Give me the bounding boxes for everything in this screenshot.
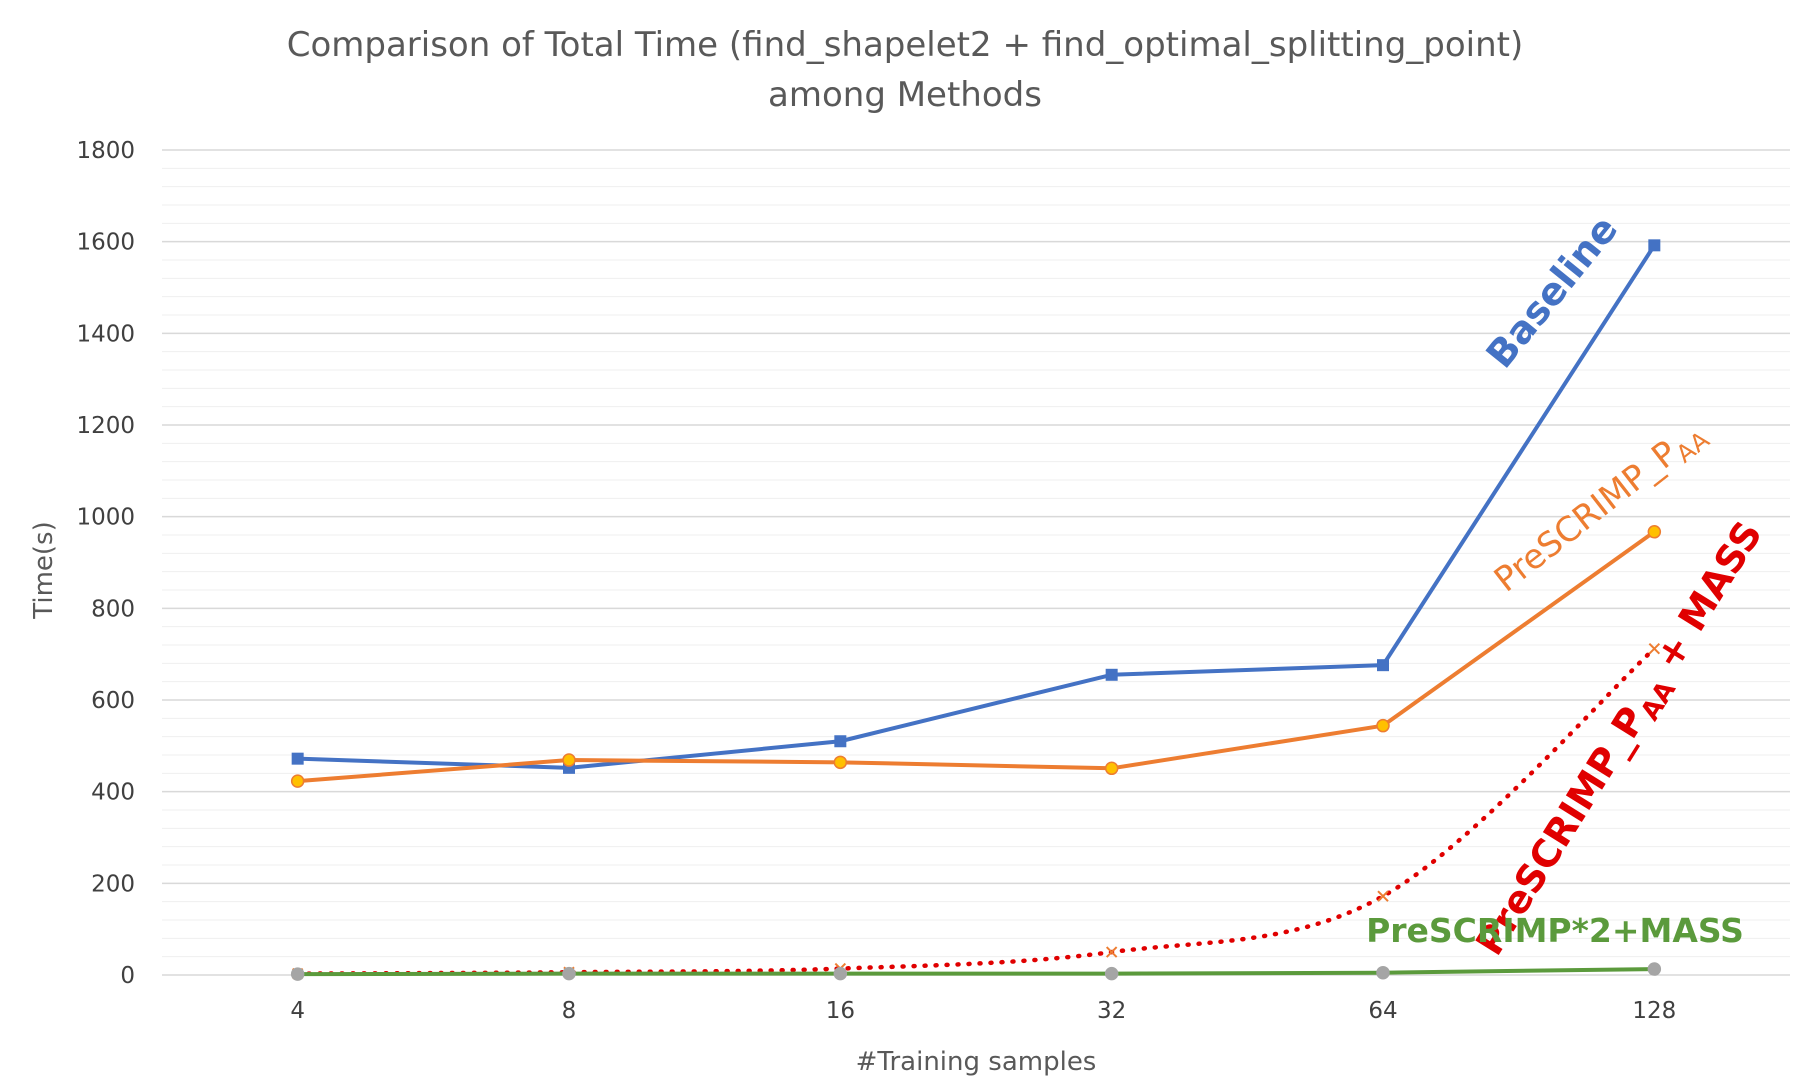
y-tick-label: 600 — [91, 688, 135, 714]
baseline-series-label: Baseline — [1478, 207, 1627, 376]
data-point — [1104, 761, 1119, 776]
x-axis-label: #Training samples — [856, 1047, 1097, 1077]
y-tick-label: 1400 — [76, 321, 135, 347]
paa-mass-series-label-tail: + MASS — [1639, 513, 1771, 688]
data-point — [833, 755, 848, 770]
x-axis-ticks: 4 8 16 32 64 128 — [290, 998, 1676, 1024]
x-tick-label: 128 — [1632, 998, 1676, 1024]
series-layer — [290, 239, 1662, 981]
y-axis-ticks: 0 200 400 600 800 1000 1200 1400 1600 1800 — [76, 138, 135, 989]
y-tick-label: 1800 — [76, 138, 135, 164]
paa-series-label: PreSCRIMP_PAA — [1487, 412, 1715, 604]
series-line — [295, 967, 1657, 977]
data-point — [1647, 525, 1662, 539]
y-tick-label: 400 — [91, 780, 135, 806]
series-prescrimp-paa — [290, 525, 1662, 788]
y-tick-label: 1000 — [76, 505, 135, 531]
data-point — [1376, 718, 1390, 733]
data-point — [1648, 642, 1661, 655]
data-point — [1105, 946, 1118, 958]
y-tick-label: 1200 — [76, 413, 135, 439]
y-tick-label: 0 — [120, 963, 135, 989]
x-tick-label: 8 — [562, 998, 577, 1024]
data-point — [562, 753, 576, 767]
baseline-series-label-text: Baseline — [1478, 207, 1627, 376]
chart-title-line1: Comparison of Total Time (find_shapelet2… — [287, 25, 1524, 65]
x-tick-label: 16 — [826, 998, 855, 1024]
data-point — [562, 966, 576, 981]
y-tick-label: 800 — [91, 596, 135, 622]
series-baseline — [291, 239, 1661, 774]
data-point — [1648, 239, 1661, 252]
data-point — [1105, 668, 1118, 681]
x-tick-label: 64 — [1368, 998, 1397, 1024]
data-point — [291, 752, 304, 765]
data-point — [1376, 965, 1390, 980]
data-point — [833, 966, 848, 981]
data-point — [834, 735, 847, 748]
data-point — [1647, 962, 1662, 976]
data-point — [290, 967, 305, 981]
y-tick-label: 1600 — [76, 230, 135, 256]
prescrimp2-series-label: PreSCRIMP*2+MASS — [1366, 911, 1744, 950]
prescrimp2-series-label-text: PreSCRIMP*2+MASS — [1366, 911, 1744, 950]
data-point — [290, 774, 305, 788]
series-prescrimp-2-mass — [290, 962, 1662, 981]
data-point — [1377, 890, 1389, 902]
y-tick-label: 200 — [91, 871, 135, 897]
chart-title-line2: among Methods — [768, 75, 1042, 115]
series-line — [295, 529, 1657, 784]
grid — [162, 149, 1790, 958]
series-line — [295, 243, 1657, 770]
data-point — [1104, 966, 1119, 981]
y-axis-label: Time(s) — [29, 521, 59, 619]
x-tick-label: 32 — [1097, 998, 1126, 1024]
x-tick-label: 4 — [290, 998, 305, 1024]
data-point — [1377, 659, 1389, 672]
